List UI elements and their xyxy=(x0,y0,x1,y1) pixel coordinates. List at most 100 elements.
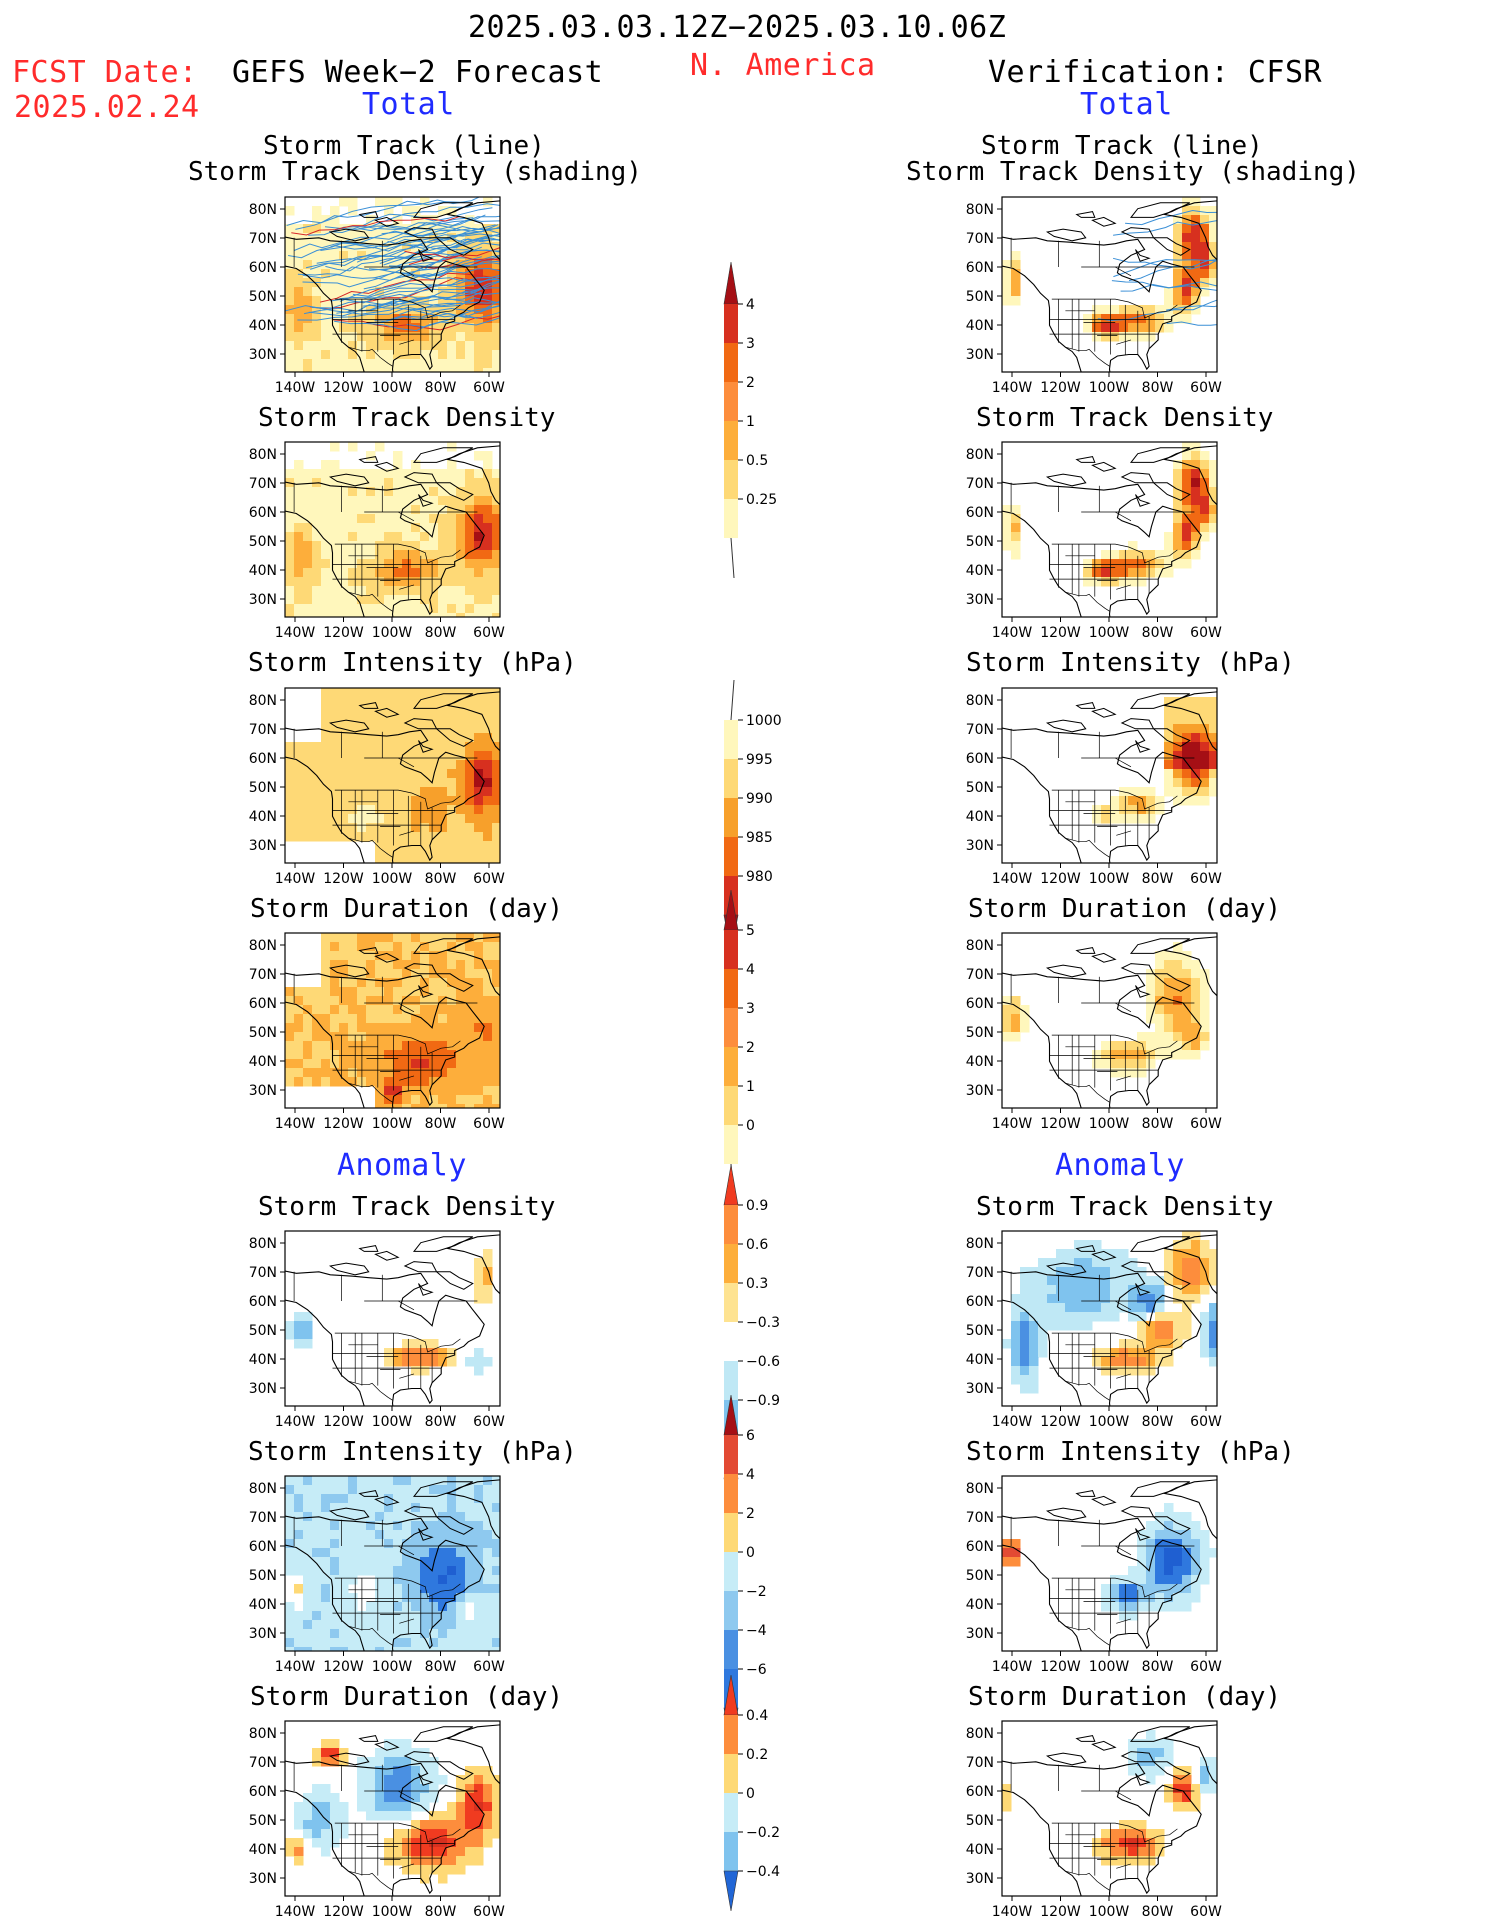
heat-cell xyxy=(357,724,367,734)
heat-cell xyxy=(429,586,439,596)
heat-cell xyxy=(357,1539,367,1549)
heat-cell xyxy=(492,487,500,497)
heat-cell xyxy=(492,850,500,860)
heat-cell xyxy=(1119,1829,1129,1839)
heat-cell xyxy=(366,613,376,617)
lat-tick-label: 80N xyxy=(249,938,277,954)
heat-cell xyxy=(456,996,466,1006)
heat-cell xyxy=(456,332,466,342)
heat-cell xyxy=(1011,1312,1021,1322)
heat-cell xyxy=(1101,1041,1111,1051)
heat-cell xyxy=(312,242,322,252)
heat-cell xyxy=(1137,1294,1147,1304)
heat-cell xyxy=(411,1557,421,1567)
heat-cell xyxy=(1173,1023,1183,1033)
heat-cell xyxy=(1164,1276,1174,1286)
heat-cell xyxy=(303,751,313,761)
lon-tick-label: 60W xyxy=(1190,871,1222,887)
coastline-island xyxy=(412,1481,474,1497)
heat-cell xyxy=(330,769,340,779)
heat-cell xyxy=(303,478,313,488)
heat-cell xyxy=(456,368,466,372)
heat-cell xyxy=(339,751,349,761)
heat-cell xyxy=(1119,1249,1129,1259)
lat-tick-label: 70N xyxy=(249,231,277,247)
heat-cell xyxy=(1191,242,1201,252)
heat-cell xyxy=(1182,1521,1192,1531)
heat-cell xyxy=(447,787,457,797)
heat-cell xyxy=(447,859,457,863)
heat-cell xyxy=(456,496,466,506)
heat-cell xyxy=(384,1593,394,1603)
heat-cell xyxy=(1173,532,1183,542)
heat-cell xyxy=(492,733,500,743)
heat-cell xyxy=(375,314,385,324)
heat-cell xyxy=(474,613,484,617)
heat-cell xyxy=(339,796,349,806)
heat-cell xyxy=(375,1629,385,1639)
heat-cell xyxy=(1137,1321,1147,1331)
heat-cell xyxy=(1146,550,1156,560)
heat-cell xyxy=(366,1050,376,1060)
heat-cell xyxy=(456,586,466,596)
heat-cell xyxy=(447,442,457,452)
lat-tick-label: 30N xyxy=(249,838,277,854)
lat-tick-label: 50N xyxy=(966,1568,994,1584)
lon-tick-label: 120W xyxy=(323,1904,364,1920)
heat-cell xyxy=(393,796,403,806)
heat-cell xyxy=(330,996,340,1006)
heat-cell xyxy=(483,1838,493,1848)
heat-cell xyxy=(438,1847,448,1857)
heat-cell xyxy=(1164,1757,1174,1767)
heat-cell xyxy=(465,796,475,806)
heat-cell xyxy=(312,1059,322,1069)
heat-cell xyxy=(1200,1757,1210,1767)
heat-cell xyxy=(438,796,448,806)
heat-cell xyxy=(294,323,304,333)
heat-cell xyxy=(1137,1357,1147,1367)
coastline-island xyxy=(1045,1262,1087,1276)
heat-cell xyxy=(1191,215,1201,225)
heat-cell xyxy=(447,688,457,698)
heat-cell xyxy=(420,577,430,587)
storm-track-line xyxy=(339,293,500,304)
heat-cell xyxy=(438,769,448,779)
colorbar-tick-label: 0 xyxy=(746,1118,755,1134)
heat-cell xyxy=(1155,1847,1165,1857)
storm-track-line xyxy=(377,287,500,307)
heat-cell xyxy=(1173,1521,1183,1531)
heat-cell xyxy=(1083,568,1093,578)
heat-cell xyxy=(348,269,358,279)
heat-cell xyxy=(429,287,439,297)
heat-cell xyxy=(1110,314,1120,324)
heat-cell xyxy=(357,496,367,506)
heat-cell xyxy=(303,1339,313,1349)
heat-cell xyxy=(1029,1357,1039,1367)
heat-cell xyxy=(1200,796,1210,806)
heat-cell xyxy=(1182,1802,1192,1812)
heat-cell xyxy=(1209,278,1217,288)
heat-cell xyxy=(483,769,493,779)
heat-cell xyxy=(366,514,376,524)
storm-track-line xyxy=(304,291,482,315)
heat-cell xyxy=(402,697,412,707)
heat-cell xyxy=(1083,1240,1093,1250)
heat-cell xyxy=(1200,1249,1210,1259)
lon-tick-label: 60W xyxy=(1190,380,1222,396)
heat-cell xyxy=(492,960,500,970)
heat-cell xyxy=(384,1068,394,1078)
heat-cell xyxy=(366,978,376,988)
heat-cell xyxy=(1002,269,1012,279)
heat-cell xyxy=(321,341,331,351)
heat-cell xyxy=(357,251,367,261)
heat-cell xyxy=(438,1032,448,1042)
heat-cell xyxy=(402,1647,412,1651)
heat-cell xyxy=(420,951,430,961)
heat-cell xyxy=(447,278,457,288)
heat-cell xyxy=(1146,996,1156,1006)
heat-cell xyxy=(429,1602,439,1612)
heat-cell xyxy=(1146,332,1156,342)
heat-cell xyxy=(375,1647,385,1651)
heat-cell xyxy=(492,778,500,788)
